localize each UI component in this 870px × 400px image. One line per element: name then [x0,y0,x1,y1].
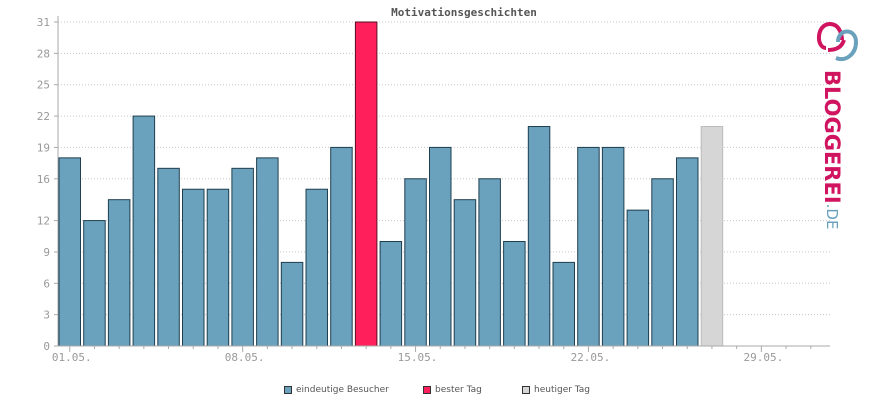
x-axis: 01.05. 08.05. 15.05. 22.05. 29.05. [52,345,830,364]
bar [132,115,156,347]
logo-brand: BLOGGEREI [820,70,844,204]
bloggerei-logo-icon [817,21,859,61]
chart-title: Motivationsgeschichten [391,6,537,19]
x-tick-label: 08.05. [225,351,265,364]
bar [503,240,526,347]
logo-text: BLOGGEREI.DE [820,70,844,229]
bar-today [700,126,724,347]
bar [676,157,699,347]
y-tick-label: 19 [37,141,50,154]
bar [182,188,205,347]
y-tick-label: 6 [43,277,50,290]
legend-item-today: heutiger Tag [522,385,590,395]
legend-label-best-day: bester Tag [435,385,482,395]
x-tick-label: 15.05. [398,351,438,364]
legend-label-today: heutiger Tag [534,385,591,395]
bar [379,240,403,347]
x-tick-label: 29.05. [743,351,783,364]
bar [280,261,304,347]
y-tick-label: 31 [37,16,50,29]
bar [256,157,279,347]
bar [552,261,575,347]
y-axis: 0 3 6 9 12 16 19 22 25 28 31 [37,16,59,353]
legend-swatch-best-day [423,386,431,394]
y-tick-label: 3 [43,309,50,322]
bars [58,21,724,347]
legend-swatch-today [522,386,530,394]
bar [577,146,600,347]
legend-swatch-visitors [284,386,292,394]
y-tick-label: 25 [37,79,50,92]
bar [601,146,625,347]
bar [83,220,106,347]
y-tick-label: 28 [37,47,50,60]
y-tick-label: 12 [37,215,50,228]
legend-item-best-day: bester Tag [423,385,482,395]
y-tick-label: 16 [37,173,50,186]
y-tick-label: 22 [37,110,50,123]
bar [58,157,81,347]
bar [626,209,650,347]
legend-item-visitors: eindeutige Besucher [284,385,389,395]
bar [429,146,452,347]
x-tick-label: 01.05. [52,351,92,364]
bar [305,188,328,347]
bar [404,178,427,347]
x-tick-label: 22.05. [571,351,611,364]
logo-tld: .DE [823,203,841,230]
bar [107,199,131,347]
bar [478,178,501,347]
bar [527,126,551,347]
bar [453,199,477,347]
legend: eindeutige Besucher bester Tag heutiger … [0,385,870,399]
bar [330,146,353,347]
y-tick-label: 0 [43,340,50,353]
bar [651,178,674,347]
y-tick-label: 9 [43,246,50,259]
bar-best-day [354,21,378,347]
bar [206,188,230,347]
bar [157,167,180,347]
bar [231,167,254,347]
legend-label-visitors: eindeutige Besucher [296,385,389,395]
